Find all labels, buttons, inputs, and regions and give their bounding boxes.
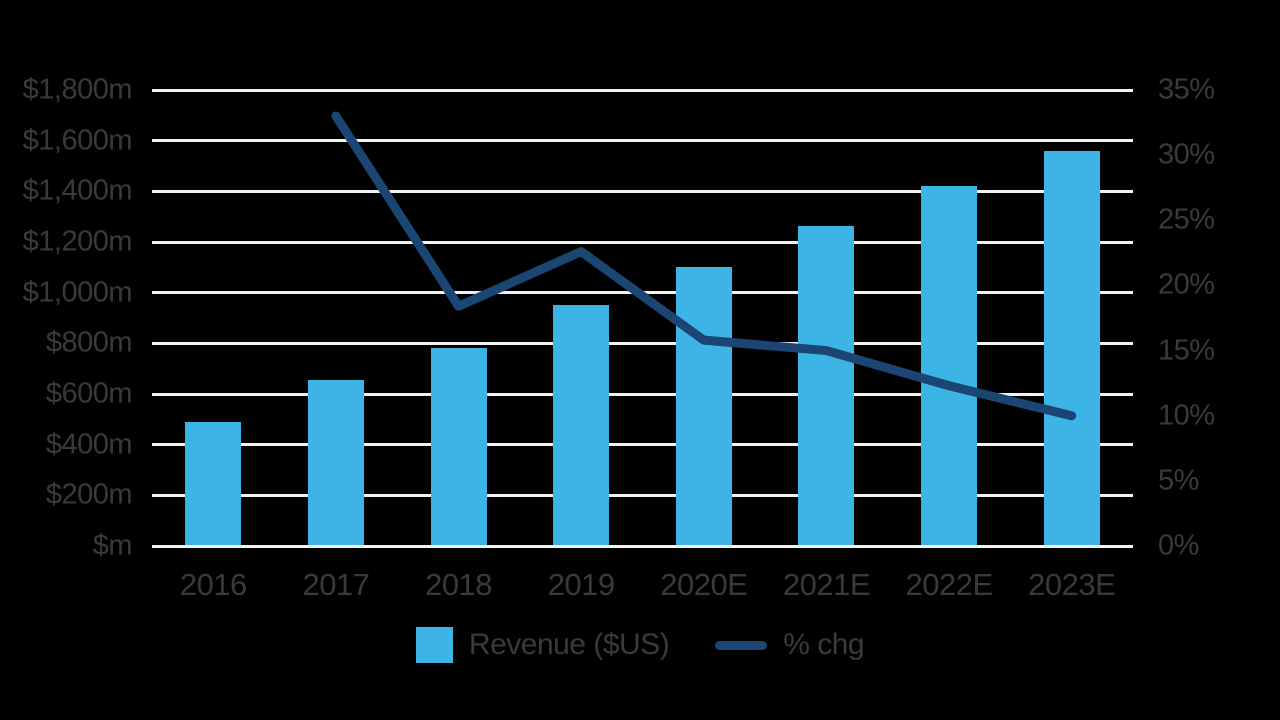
legend-item-revenue: Revenue ($US)	[415, 627, 670, 663]
gridline-1600	[152, 139, 1133, 143]
x-axis-label-2020E: 2020E	[660, 567, 748, 602]
right-axis-tick-label: 15%	[1158, 334, 1215, 367]
gridline-1400	[152, 189, 1133, 193]
left-axis-tick-label: $600m	[45, 377, 133, 410]
left-axis-tick-label: $1,000m	[22, 276, 133, 309]
revenue-bar-2020E	[675, 267, 732, 545]
x-axis-label-2018: 2018	[425, 567, 493, 602]
gridline-1200	[152, 240, 1133, 244]
left-axis-tick-label: $800m	[45, 326, 133, 359]
revenue-bar-2019	[553, 305, 610, 545]
revenue-bar-2021E	[798, 225, 855, 545]
pct-chg-line-swatch-icon	[715, 640, 768, 650]
gridline-800	[152, 341, 1133, 345]
left-axis-tick-label: $1,600m	[22, 124, 133, 157]
gridline-0	[152, 544, 1133, 548]
right-axis-tick-label: 20%	[1158, 268, 1215, 301]
x-axis-label-2021E: 2021E	[782, 567, 871, 602]
right-axis-tick-label: 5%	[1158, 464, 1199, 497]
legend-label-revenue: Revenue ($US)	[468, 628, 670, 661]
gridline-1800	[152, 88, 1133, 92]
right-axis-tick-label: 35%	[1158, 73, 1215, 106]
x-axis-label-2017: 2017	[302, 567, 370, 602]
x-axis-label-2023E: 2023E	[1028, 567, 1116, 602]
gridline-200	[152, 493, 1133, 497]
left-axis-tick-label: $200m	[45, 478, 133, 511]
x-axis-label-2019: 2019	[547, 567, 615, 602]
legend-item-pct-chg: % chg	[715, 628, 865, 662]
left-axis-tick-label: $1,800m	[22, 73, 133, 106]
left-axis-tick-label: $m	[92, 529, 133, 562]
revenue-bar-2018	[430, 348, 487, 545]
left-axis-tick-label: $400m	[45, 428, 133, 461]
right-axis-tick-label: 0%	[1158, 529, 1199, 562]
x-axis-label-2016: 2016	[179, 567, 247, 602]
gridline-400	[152, 443, 1133, 447]
right-axis-tick-label: 25%	[1158, 203, 1215, 236]
legend-label-pct-chg: % chg	[783, 628, 865, 661]
left-axis-tick-label: $1,400m	[22, 174, 133, 207]
revenue-bar-2022E	[921, 186, 978, 545]
gridline-600	[152, 392, 1133, 396]
right-axis-tick-label: 10%	[1158, 399, 1215, 432]
revenue-bar-2023E	[1043, 150, 1100, 545]
legend: Revenue ($US) % chg	[0, 624, 1280, 666]
revenue-bar-2017	[307, 380, 364, 545]
x-axis-label-2022E: 2022E	[905, 567, 993, 602]
pct-chg-line	[331, 111, 1077, 421]
revenue-swatch-icon	[415, 627, 453, 663]
revenue-bar-2016	[185, 421, 242, 545]
right-axis-tick-label: 30%	[1158, 138, 1215, 171]
left-axis-tick-label: $1,200m	[22, 225, 133, 258]
